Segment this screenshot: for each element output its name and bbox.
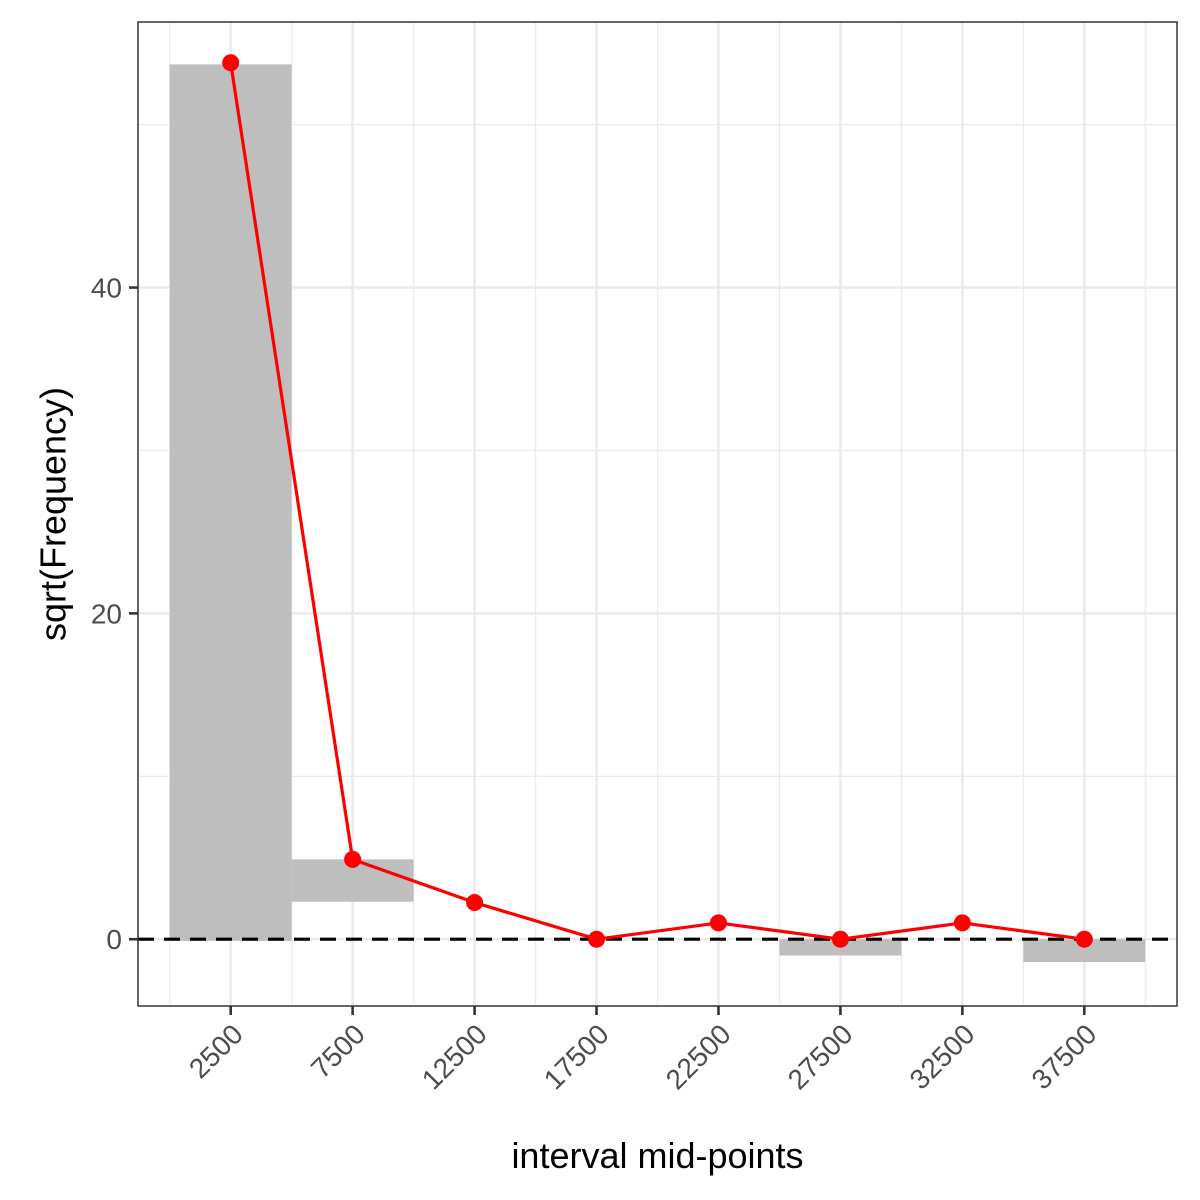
hanging-bars xyxy=(169,64,1146,963)
x-axis-title: interval mid-points xyxy=(511,1135,803,1176)
data-point xyxy=(831,930,849,948)
data-point xyxy=(344,850,362,868)
series-line xyxy=(229,62,1085,941)
y-axis-title: sqrt(Frequency) xyxy=(33,387,74,641)
data-point xyxy=(466,894,484,912)
y-tick-label: 0 xyxy=(106,924,122,955)
y-tick-label: 40 xyxy=(91,273,122,304)
data-point xyxy=(222,54,240,72)
data-point xyxy=(1075,930,1093,948)
bar xyxy=(1023,939,1146,963)
bar xyxy=(169,64,292,941)
y-tick-label: 20 xyxy=(91,598,122,629)
data-point xyxy=(709,914,727,932)
fitted-line xyxy=(222,54,1093,948)
panel-border xyxy=(137,21,1178,1007)
data-point xyxy=(588,930,606,948)
data-point xyxy=(953,914,971,932)
